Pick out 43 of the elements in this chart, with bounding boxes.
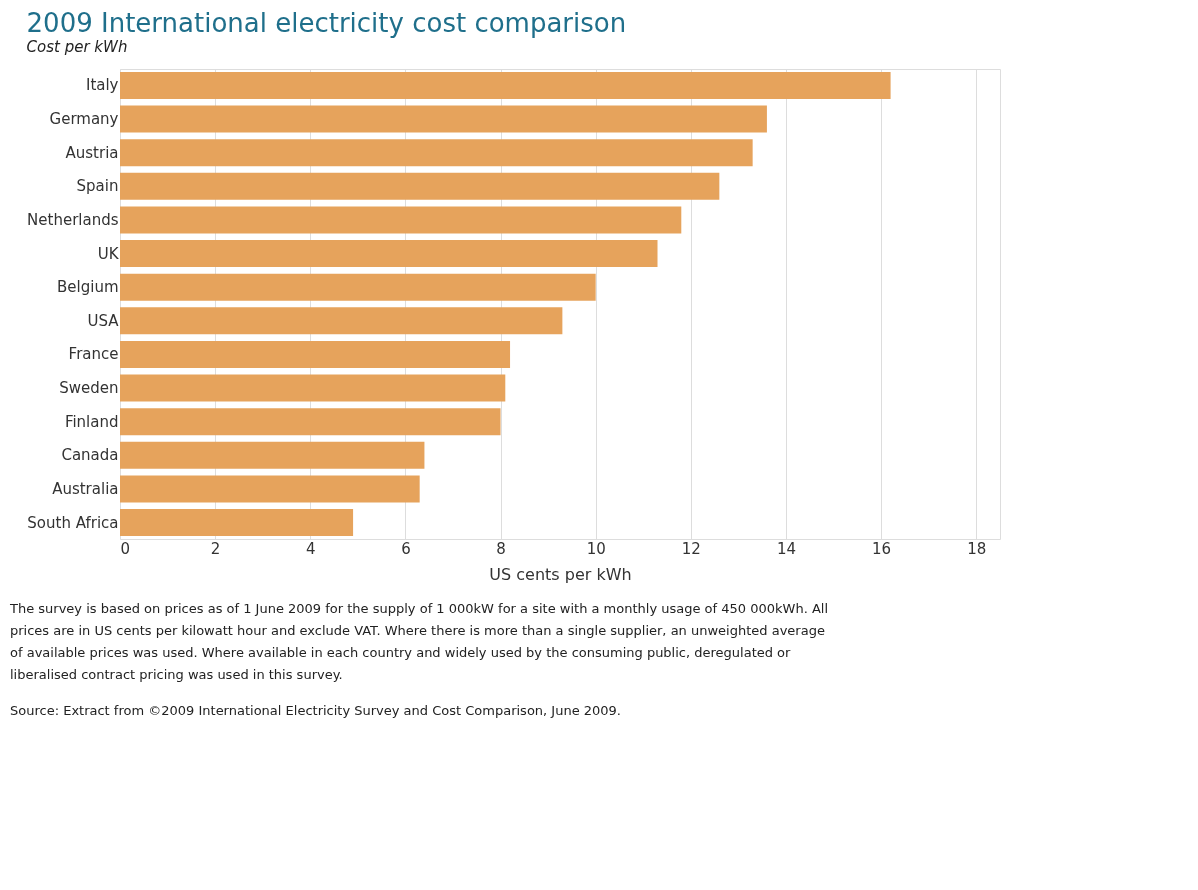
y-tick-label: Italy	[85, 76, 119, 95]
y-tick-label: Sweden	[59, 379, 119, 398]
y-tick-label: Australia	[52, 479, 119, 498]
y-tick-label: Netherlands	[27, 210, 119, 229]
x-tick-label: 6	[401, 539, 411, 558]
y-tick-label: UK	[97, 244, 120, 263]
x-tick-label: 8	[496, 539, 506, 558]
bar	[120, 105, 767, 133]
bar	[120, 441, 425, 469]
x-tick-label: 0	[120, 539, 131, 558]
x-tick-label: 4	[306, 539, 316, 558]
bar	[120, 273, 596, 301]
y-tick-label: South Africa	[27, 513, 119, 532]
x-tick-label: 2	[210, 539, 221, 558]
source-note: Source: Extract from ©2009 International Electricity Survey and Cost Comparison, June 2009.	[10, 703, 621, 718]
x-tick-label: 10	[586, 539, 606, 558]
x-tick-label: 18	[967, 539, 987, 558]
bar	[120, 206, 682, 234]
x-tick-label: 16	[872, 539, 892, 558]
bar	[120, 307, 563, 335]
y-tick-label: Belgium	[57, 278, 119, 297]
y-tick-label: USA	[87, 311, 120, 330]
bar	[120, 172, 720, 200]
chart-subtitle: Cost per kWh	[26, 38, 128, 56]
x-tick-label: 12	[681, 539, 701, 558]
y-tick-label: Finland	[64, 412, 119, 431]
x-tick-label: 14	[776, 539, 796, 558]
y-tick-label: Austria	[65, 143, 119, 162]
bar	[120, 374, 506, 402]
bar	[120, 509, 354, 537]
y-tick-label: Canada	[61, 446, 119, 465]
x-axis-title: US cents per kWh	[489, 564, 632, 584]
text: The survey is based on prices as of 1 June 2009 for the supply of 1 000kW for a site with a monthly usage of 450 000kWh. All prices are in US cents per kilowatt hour and exclude VAT. Where there is more than a single supplier, an unweighted average of available prices was used. Where available in each country and widely used by the consuming public, deregulated or liberalised contract pricing was used in this survey.	[9, 601, 829, 682]
bar	[120, 240, 658, 268]
y-tick-label: Germany	[49, 110, 119, 129]
y-tick-label: France	[68, 345, 119, 364]
bar	[120, 340, 511, 368]
bar	[120, 475, 420, 503]
chart-title: 2009 International electricity cost comparison	[26, 8, 627, 38]
y-tick-label: Spain	[76, 177, 119, 196]
bar	[120, 408, 501, 436]
bar	[120, 71, 891, 99]
bar	[120, 139, 753, 167]
